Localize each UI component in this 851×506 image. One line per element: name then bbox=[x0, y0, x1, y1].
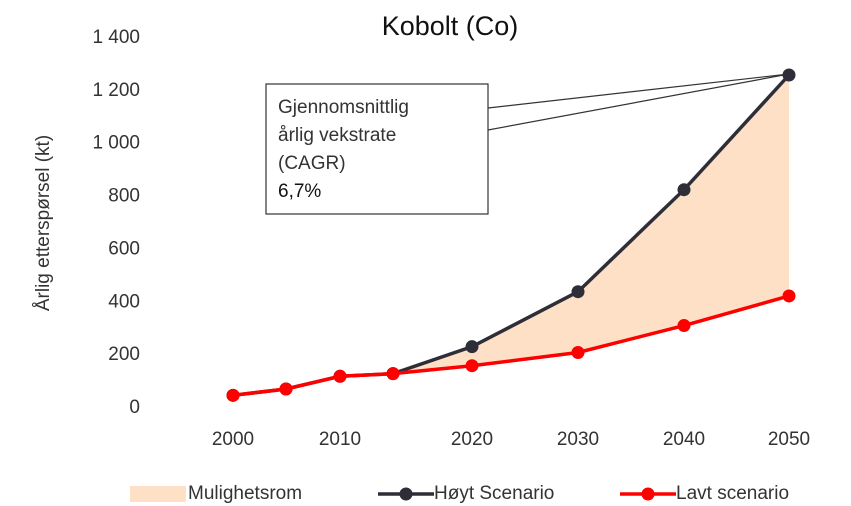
y-tick-label: 800 bbox=[108, 186, 140, 207]
annotation-text: Gjennomsnittlig bbox=[278, 97, 409, 118]
legend-label: Mulighetsrom bbox=[188, 483, 302, 504]
data-point bbox=[782, 68, 796, 82]
data-point bbox=[333, 369, 347, 383]
y-tick-label: 1 000 bbox=[92, 133, 140, 154]
y-tick-label: 1 200 bbox=[92, 80, 140, 101]
y-tick-label: 1 400 bbox=[92, 27, 140, 48]
series-line bbox=[232, 294, 790, 398]
y-tick-label: 200 bbox=[108, 344, 140, 365]
legend-swatch bbox=[130, 486, 186, 502]
data-point bbox=[279, 382, 293, 396]
data-point bbox=[226, 388, 240, 402]
annotation-leader bbox=[487, 73, 790, 109]
chart-title: Kobolt (Co) bbox=[382, 11, 519, 41]
y-tick-label: 400 bbox=[108, 291, 140, 312]
range-area bbox=[233, 75, 789, 396]
x-tick-label: 2030 bbox=[557, 429, 599, 450]
y-tick-label: 600 bbox=[108, 238, 140, 259]
x-tick-label: 2040 bbox=[663, 429, 705, 450]
x-tick-label: 2020 bbox=[451, 429, 493, 450]
y-axis-label: Årlig etterspørsel (kt) bbox=[33, 135, 54, 311]
legend-marker bbox=[641, 487, 655, 501]
data-point bbox=[465, 340, 479, 354]
annotation-box bbox=[265, 83, 489, 215]
x-tick-label: 2010 bbox=[319, 429, 361, 450]
data-point bbox=[782, 289, 796, 303]
data-point bbox=[677, 183, 691, 197]
x-tick-label: 2000 bbox=[212, 429, 254, 450]
legend-label: Lavt scenario bbox=[676, 483, 789, 504]
data-point bbox=[571, 346, 585, 359]
data-point bbox=[465, 359, 479, 373]
annotation-text: 6,7% bbox=[278, 181, 321, 202]
data-point bbox=[571, 285, 585, 299]
legend-marker bbox=[399, 487, 413, 501]
annotation-text: (CAGR) bbox=[278, 153, 346, 174]
annotation-leader bbox=[487, 73, 790, 131]
x-tick-label: 2050 bbox=[768, 429, 810, 450]
data-point bbox=[386, 367, 400, 381]
annotation-text: årlig vekstrate bbox=[278, 125, 396, 146]
legend-label: Høyt Scenario bbox=[434, 483, 554, 504]
data-point bbox=[677, 319, 691, 333]
y-tick-label: 0 bbox=[129, 397, 140, 418]
